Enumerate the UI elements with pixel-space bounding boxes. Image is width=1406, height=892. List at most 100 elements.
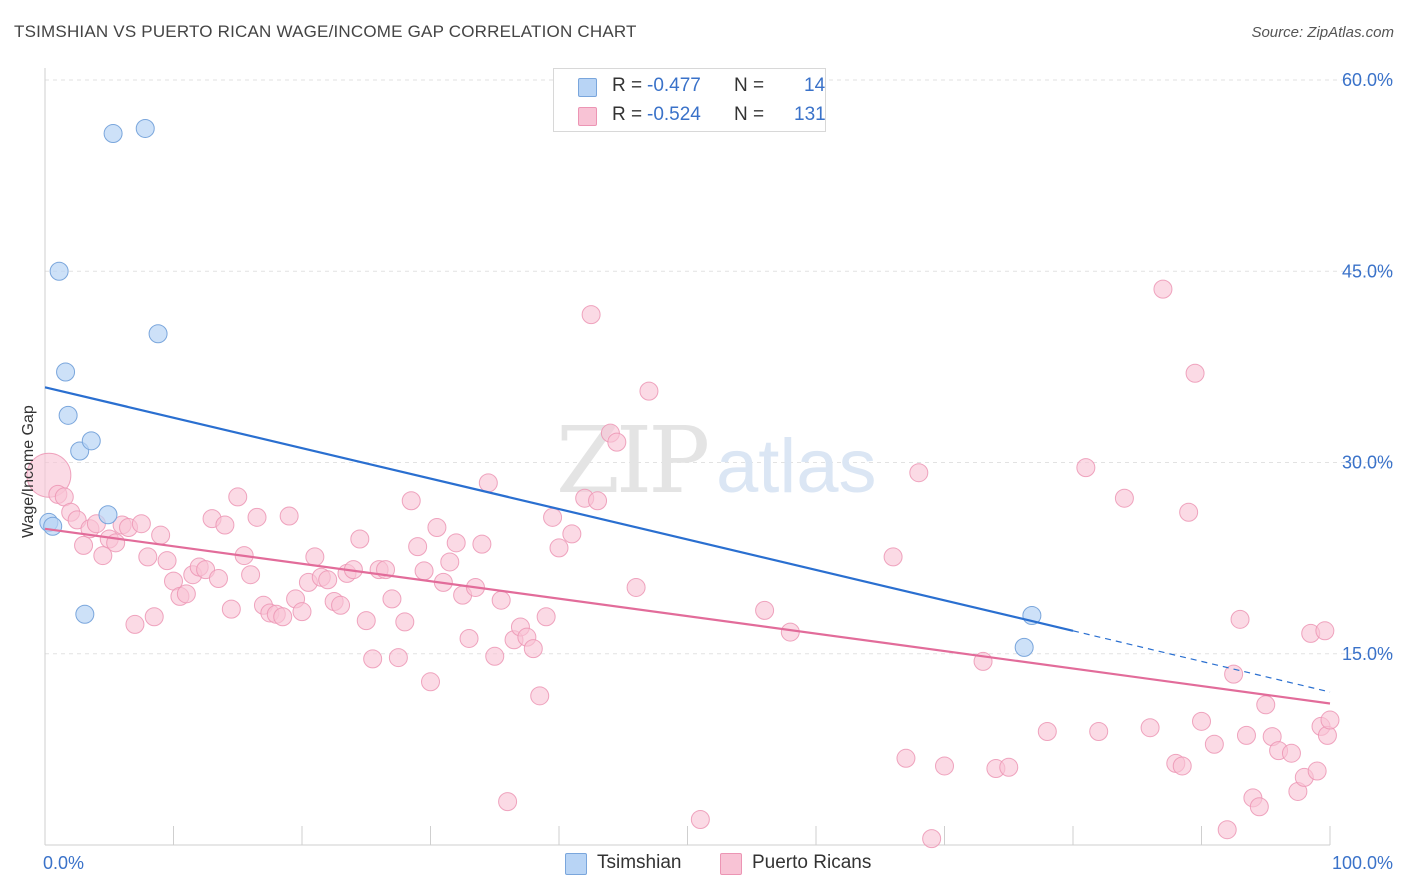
point-puerto-ricans xyxy=(922,829,942,849)
point-puerto-ricans xyxy=(1140,718,1160,738)
point-puerto-ricans xyxy=(131,514,151,534)
point-puerto-ricans xyxy=(215,515,235,535)
point-tsimshian xyxy=(58,405,78,425)
legend-r-value: -0.477 xyxy=(647,75,701,96)
point-tsimshian xyxy=(81,431,101,451)
point-puerto-ricans xyxy=(241,565,261,585)
trend-line-puerto-ricans xyxy=(44,527,1331,705)
point-puerto-ricans xyxy=(690,810,710,829)
point-puerto-ricans xyxy=(408,537,428,557)
point-puerto-ricans xyxy=(279,506,299,526)
point-puerto-ricans xyxy=(93,546,113,566)
legend-swatch-puerto-ricans xyxy=(578,107,597,126)
point-puerto-ricans xyxy=(74,535,94,555)
chart-title: TSIMSHIAN VS PUERTO RICAN WAGE/INCOME GA… xyxy=(14,22,637,41)
correlation-legend: R = -0.477 N = 14 R = -0.524 N = 131 xyxy=(553,68,826,132)
point-tsimshian xyxy=(49,261,69,281)
point-puerto-ricans xyxy=(401,491,421,511)
point-puerto-ricans xyxy=(331,595,351,615)
trend-lines xyxy=(44,386,1331,705)
point-puerto-ricans xyxy=(395,612,415,632)
point-puerto-ricans xyxy=(896,748,916,768)
point-puerto-ricans xyxy=(883,547,903,567)
point-puerto-ricans xyxy=(549,538,569,558)
point-tsimshian xyxy=(98,505,118,525)
point-puerto-ricans xyxy=(157,551,177,571)
point-puerto-ricans xyxy=(318,570,338,590)
watermark-atlas: atlas xyxy=(716,424,877,509)
bottom-legend-label-puerto-ricans: Puerto Ricans xyxy=(752,852,872,873)
point-puerto-ricans xyxy=(144,607,164,627)
point-puerto-ricans xyxy=(427,518,447,538)
legend-n-value: 14 xyxy=(804,75,826,96)
point-tsimshian xyxy=(1014,637,1034,657)
point-puerto-ricans xyxy=(1185,363,1205,383)
y-tick-label: 30.0% xyxy=(1342,453,1393,473)
point-puerto-ricans xyxy=(1037,722,1057,742)
y-axis-label: Wage/Income Gap xyxy=(20,405,37,538)
point-puerto-ricans xyxy=(356,611,376,631)
point-puerto-ricans xyxy=(273,607,293,627)
bottom-legend-swatch-puerto-ricans xyxy=(720,853,742,875)
point-tsimshian xyxy=(135,118,155,138)
point-puerto-ricans xyxy=(1172,756,1192,776)
legend-r-value: -0.524 xyxy=(647,104,701,125)
point-puerto-ricans xyxy=(498,792,518,812)
point-puerto-ricans xyxy=(305,547,325,567)
point-puerto-ricans xyxy=(440,552,460,572)
point-puerto-ricans xyxy=(228,487,248,507)
point-tsimshian xyxy=(148,324,168,344)
series-tsimshian xyxy=(39,118,1042,657)
point-puerto-ricans xyxy=(755,600,775,620)
point-puerto-ricans xyxy=(562,524,582,544)
point-puerto-ricans xyxy=(138,547,158,567)
legend-n-label: N = xyxy=(734,104,765,125)
point-puerto-ricans xyxy=(1153,279,1173,299)
point-puerto-ricans xyxy=(581,305,601,325)
bottom-legend-puerto-ricans: Puerto Ricans xyxy=(720,851,890,879)
point-puerto-ricans xyxy=(1192,711,1211,731)
point-puerto-ricans xyxy=(1315,621,1335,641)
legend-row-puerto-ricans: R = -0.524 N = 131 xyxy=(554,101,826,129)
point-puerto-ricans xyxy=(414,561,434,581)
point-puerto-ricans xyxy=(478,473,498,493)
point-puerto-ricans xyxy=(909,463,929,483)
bottom-legend-tsimshian: Tsimshian xyxy=(565,851,705,879)
point-puerto-ricans xyxy=(1256,695,1276,715)
tick-labels: 15.0% 30.0% 45.0% 60.0% 0.0% 100.0% xyxy=(43,70,1393,873)
legend-row-tsimshian: R = -0.477 N = 14 xyxy=(554,72,825,100)
bottom-legend-label-tsimshian: Tsimshian xyxy=(597,852,682,873)
point-puerto-ricans xyxy=(530,686,550,706)
point-puerto-ricans xyxy=(382,589,402,609)
point-puerto-ricans xyxy=(459,628,479,648)
point-puerto-ricans xyxy=(151,525,171,545)
y-tick-label: 60.0% xyxy=(1342,70,1393,90)
series-puerto-ricans xyxy=(26,279,1340,849)
legend-swatch-tsimshian xyxy=(578,78,597,97)
point-puerto-ricans xyxy=(1076,458,1096,478)
point-puerto-ricans xyxy=(607,432,627,452)
point-puerto-ricans xyxy=(446,533,466,553)
point-puerto-ricans xyxy=(1230,609,1250,629)
point-puerto-ricans xyxy=(1179,502,1199,522)
legend-n-label: N = xyxy=(734,75,765,96)
y-tick-label: 45.0% xyxy=(1342,261,1393,281)
x-tick-label: 100.0% xyxy=(1332,853,1393,873)
point-puerto-ricans xyxy=(536,607,556,627)
point-puerto-ricans xyxy=(543,507,563,527)
legend-r-label: R = xyxy=(612,75,643,96)
point-puerto-ricans xyxy=(626,577,646,597)
trend-extension-tsimshian xyxy=(1072,630,1331,693)
point-puerto-ricans xyxy=(1281,743,1301,763)
bottom-legend-swatch-tsimshian xyxy=(565,853,587,875)
point-puerto-ricans xyxy=(523,639,543,659)
point-puerto-ricans xyxy=(1217,820,1237,840)
point-tsimshian xyxy=(103,124,123,144)
legend-r-label: R = xyxy=(612,104,643,125)
point-puerto-ricans xyxy=(1320,710,1340,730)
point-puerto-ricans xyxy=(388,648,408,668)
point-tsimshian xyxy=(56,362,76,382)
point-puerto-ricans xyxy=(472,534,492,554)
point-puerto-ricans xyxy=(1307,761,1327,781)
